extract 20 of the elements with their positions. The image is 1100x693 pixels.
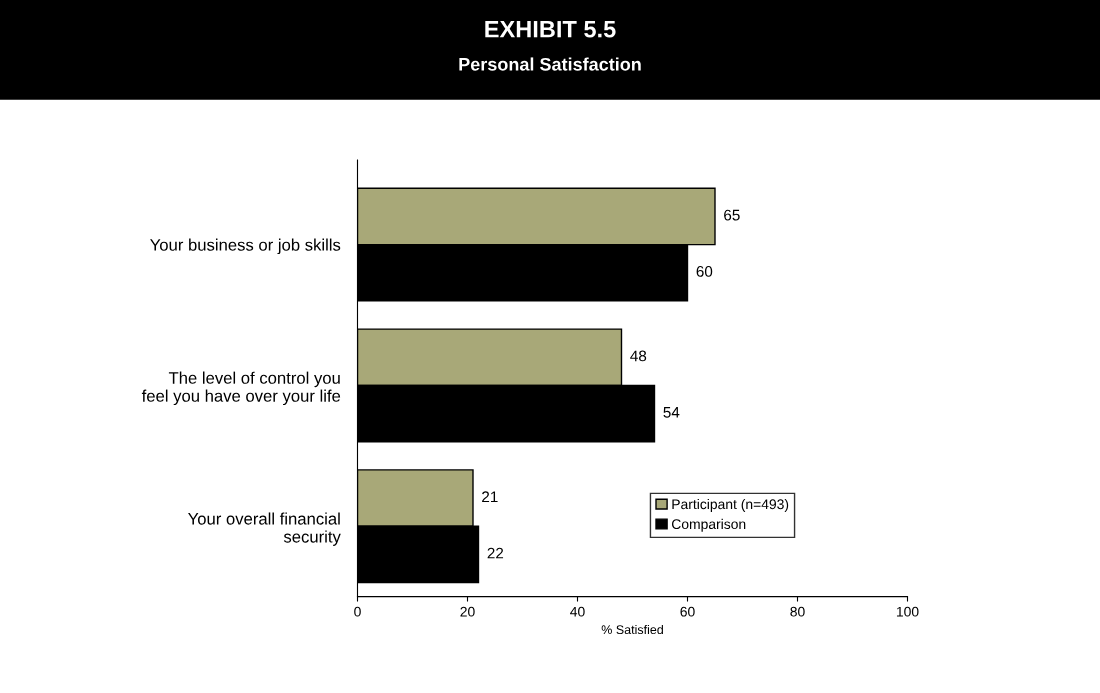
x-tick-label: 80 <box>790 606 805 617</box>
data-label: 65 <box>724 209 740 221</box>
data-label: 54 <box>663 407 680 418</box>
x-tick-label: 20 <box>460 606 475 617</box>
chart-subtitle: Personal Satisfaction <box>459 57 641 71</box>
y-tick-label: Your business or job skills <box>150 238 341 255</box>
x-tick-label: 100 <box>896 606 919 617</box>
legend-label: Participant (n=493) <box>672 498 789 512</box>
data-label: 21 <box>482 491 498 503</box>
y-tick-label: The level of control you feel you have over your life <box>141 371 341 406</box>
y-tick-label: Your overall financial security <box>188 512 341 546</box>
x-tick-label: 0 <box>354 606 361 617</box>
legend-label: Comparison <box>671 518 746 532</box>
data-label: 48 <box>630 350 647 362</box>
chart-title: EXHIBIT 5.5 <box>485 21 616 38</box>
data-label: 22 <box>487 547 504 559</box>
x-tick-label: 60 <box>680 606 695 617</box>
x-axis-title: % Satisfied <box>601 624 663 635</box>
x-tick-label: 40 <box>570 606 585 617</box>
data-label: 60 <box>696 266 713 277</box>
